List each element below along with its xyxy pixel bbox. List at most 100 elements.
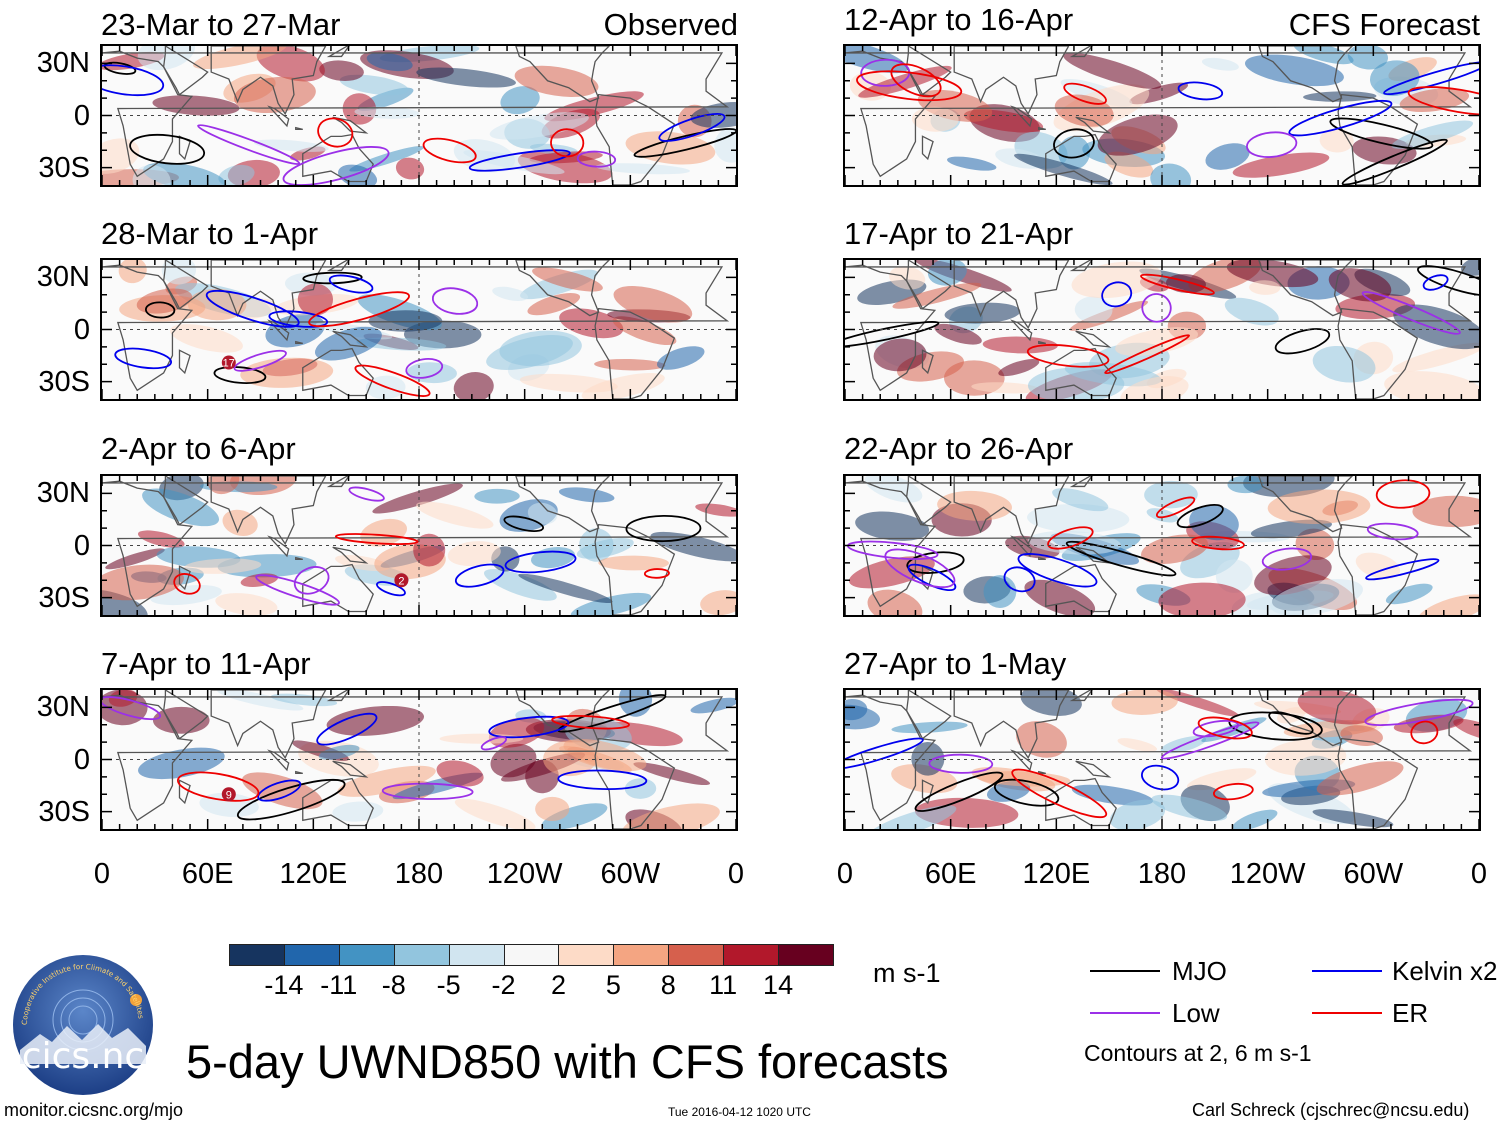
main-title: 5-day UWND850 with CFS forecasts <box>186 1035 949 1088</box>
contour-mjo <box>633 128 736 158</box>
contour-kelvin <box>504 550 577 574</box>
colorbar-label: 11 <box>709 970 738 1000</box>
contour-er <box>317 117 354 148</box>
storm-marker-label: 2 <box>398 575 404 587</box>
y-tick-label: 30N <box>36 47 90 80</box>
coastline <box>1069 690 1093 702</box>
anomaly-shade <box>532 267 603 292</box>
contour-low <box>1246 131 1298 158</box>
contour-kelvin <box>658 113 726 142</box>
anomaly-shade <box>152 95 240 116</box>
colorbar-swatch <box>338 944 395 966</box>
anomaly-shade <box>622 803 720 829</box>
contour-kelvin <box>257 779 302 802</box>
anomaly-shade <box>413 533 446 567</box>
x-tick-label: 120E <box>1022 858 1091 890</box>
anomaly-shade <box>474 488 520 504</box>
contour-er <box>1155 496 1196 519</box>
x-tick-label: 0 <box>727 858 745 890</box>
anomaly-shade <box>207 476 240 495</box>
coastline <box>921 565 934 591</box>
anomaly-shade <box>215 593 278 615</box>
coastline <box>921 349 934 375</box>
coastline <box>1075 546 1112 564</box>
coastline <box>1010 105 1033 128</box>
footer-credit[interactable]: Carl Schreck (cjschrec@ncsu.edu) <box>1192 1100 1470 1120</box>
contour-kelvin <box>328 274 374 294</box>
contour-kelvin <box>845 737 924 770</box>
x-tick-label: 60W <box>600 858 661 890</box>
anomaly-shade <box>1151 794 1228 821</box>
coastline <box>162 690 209 740</box>
coastline <box>1258 690 1354 747</box>
coastline <box>594 93 676 185</box>
contour-kelvin <box>1003 566 1036 593</box>
colorbar-label: -2 <box>491 970 516 1000</box>
contour-mjo <box>1176 504 1224 529</box>
contour-kelvin <box>557 769 648 790</box>
anomaly-shade <box>529 151 603 164</box>
anomaly-shade <box>492 286 529 301</box>
anomaly-shade <box>998 359 1040 377</box>
contour-mjo <box>914 771 1004 812</box>
x-tick-label: 180 <box>394 858 444 890</box>
contour-kelvin <box>1383 61 1479 96</box>
colorbar-label: -11 <box>320 970 358 1000</box>
anomaly-shade <box>1453 718 1479 741</box>
anomaly-shade <box>983 575 1017 608</box>
map-panel-p2: 17 <box>100 258 738 401</box>
anomaly-shade <box>690 102 736 128</box>
coastline <box>1075 330 1112 348</box>
colorbar-label: 2 <box>550 970 566 1000</box>
anomaly-shade <box>873 338 927 372</box>
contour-low <box>1366 522 1419 541</box>
anomaly-shade <box>489 112 589 140</box>
anomaly-shade <box>1295 528 1335 561</box>
anomaly-shade <box>366 52 413 72</box>
observed-header: Observed <box>603 7 738 42</box>
anomaly-shade <box>986 780 1031 802</box>
x-tick-label: 0 <box>93 858 111 890</box>
contour-mjo <box>1417 265 1479 297</box>
anomaly-shade <box>1144 480 1198 509</box>
colorbar-swatch <box>448 944 505 966</box>
x-tick-label: 60E <box>924 858 977 890</box>
footer-url[interactable]: monitor.cicsnc.org/mjo <box>4 1100 184 1120</box>
panel-title-p5: 12-Apr to 16-Apr <box>844 2 1074 37</box>
coastline <box>1337 307 1419 399</box>
contour-er <box>551 714 630 730</box>
anomaly-shade <box>1316 761 1404 796</box>
anomaly-shade <box>695 503 736 517</box>
anomaly-shade <box>1347 46 1388 70</box>
contour-kelvin <box>205 289 300 328</box>
contour-er <box>177 771 260 802</box>
coastline <box>295 340 303 345</box>
coastline <box>326 260 350 272</box>
coastline <box>178 349 191 375</box>
contour-kelvin <box>268 310 329 328</box>
cics-logo[interactable]: Cooperative Institute for Climate and Sa… <box>12 954 154 1096</box>
coastline <box>1038 770 1046 775</box>
x-tick-label: 0 <box>1470 858 1488 890</box>
anomaly-shade <box>1058 135 1090 170</box>
contour-low <box>1361 291 1461 335</box>
coastline <box>1010 319 1033 342</box>
anomaly-shade <box>1054 94 1114 127</box>
anomaly-shade <box>297 283 334 316</box>
coastline <box>1337 523 1419 615</box>
anomaly-shade <box>543 740 598 777</box>
colorbar-swatch <box>283 944 340 966</box>
contour-kelvin <box>102 64 165 97</box>
map-svg-p3: 2 <box>102 476 736 615</box>
coastline <box>302 133 374 183</box>
contour-er <box>1140 273 1215 296</box>
contour-low <box>293 566 330 595</box>
contour-mjo <box>1228 711 1323 741</box>
anomaly-shade <box>1063 52 1162 89</box>
colorbar-label: 14 <box>763 970 794 1000</box>
anomaly-shade <box>624 778 657 799</box>
map-panel-p6 <box>843 258 1481 401</box>
contour-mjo <box>906 551 965 574</box>
x-tick-label: 120W <box>1229 858 1306 890</box>
coastline <box>905 476 952 526</box>
